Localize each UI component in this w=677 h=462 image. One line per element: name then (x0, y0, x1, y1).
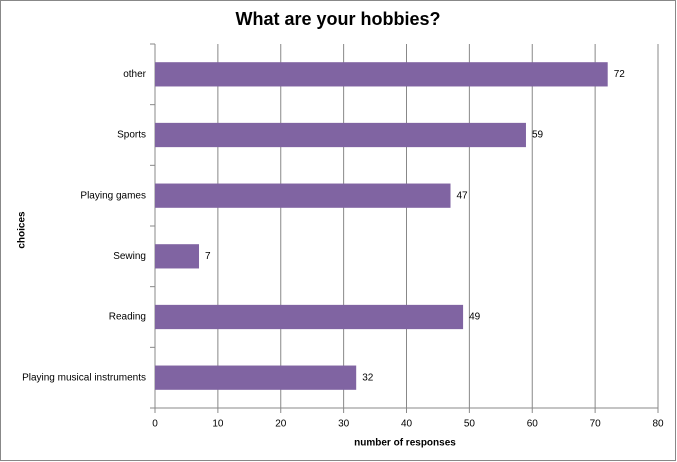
y-tick-label: Playing musical instruments (22, 372, 146, 383)
data-label: 32 (362, 372, 374, 383)
x-tick-label: 0 (152, 419, 158, 430)
x-tick-label: 40 (401, 419, 413, 430)
y-axis-title: choices (17, 211, 28, 249)
bar (155, 122, 526, 148)
x-tick-label: 80 (652, 419, 664, 430)
bar (155, 365, 357, 390)
chart-title: What are your hobbies? (235, 9, 440, 29)
data-label: 47 (457, 190, 469, 201)
x-tick-label: 20 (275, 419, 287, 430)
data-label: 72 (614, 69, 626, 80)
x-tick-label: 10 (212, 419, 224, 430)
bar (155, 183, 451, 208)
y-tick-label: Sewing (113, 251, 146, 262)
x-tick-label: 70 (590, 419, 602, 430)
data-label: 49 (469, 312, 481, 323)
y-tick-label: other (123, 69, 146, 80)
data-label: 7 (205, 251, 211, 262)
y-tick-label: Sports (117, 130, 146, 141)
bar (155, 304, 464, 330)
x-axis-title: number of responses (354, 438, 456, 449)
bar (155, 62, 608, 87)
data-label: 59 (532, 130, 544, 141)
x-tick-label: 30 (338, 419, 350, 430)
x-tick-label: 60 (527, 419, 539, 430)
y-tick-label: Reading (109, 312, 146, 323)
bar (155, 244, 200, 269)
y-tick-label: Playing games (80, 190, 146, 201)
x-tick-label: 50 (464, 419, 476, 430)
